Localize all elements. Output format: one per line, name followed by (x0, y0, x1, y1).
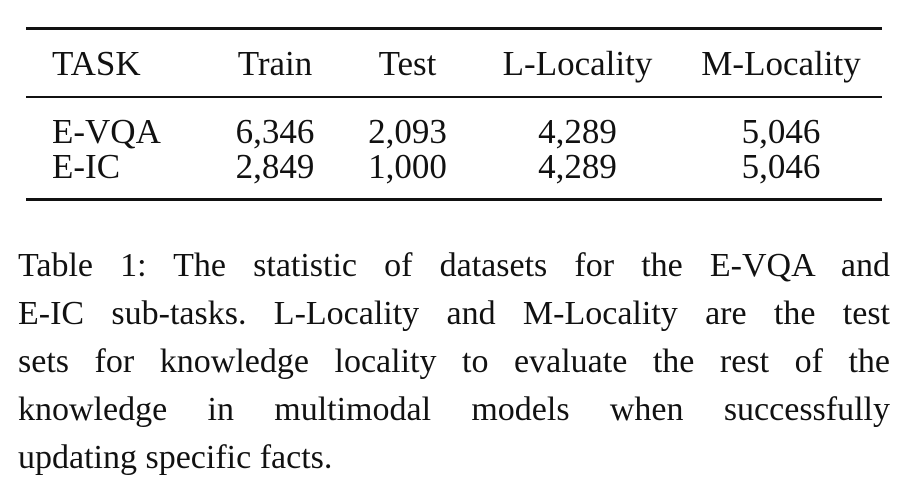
caption-line: Table 1: The statistic of datasets for t… (18, 247, 890, 284)
caption-line: updating specific facts. (18, 439, 333, 476)
table-header-row: TASK Train Test L-Locality M-Locality (26, 30, 882, 96)
table-top-rule (26, 27, 882, 30)
table-bottom-rule (26, 198, 882, 201)
dataset-statistics-table: TASK Train Test L-Locality M-Locality E-… (26, 27, 882, 201)
cell-task: E-IC (52, 147, 121, 186)
stats-table-body: E-VQA 6,346 2,093 4,289 5,046 E-IC 2,849… (26, 98, 882, 198)
caption-line: E-IC sub-tasks. L-Locality and M-Localit… (18, 295, 890, 332)
cell-test: 1,000 (368, 147, 447, 186)
table-row: E-VQA 6,346 2,093 4,289 5,046 (26, 98, 882, 149)
header-test: Test (378, 43, 437, 83)
cell-train: 2,849 (235, 147, 315, 186)
caption-line: sets for knowledge locality to evaluate … (18, 343, 890, 380)
cell-l-locality: 4,289 (538, 112, 617, 151)
cell-m-locality: 5,046 (741, 147, 821, 186)
header-l-locality: L-Locality (502, 43, 653, 83)
caption-line: knowledge in multimodal models when succ… (18, 391, 890, 428)
cell-test: 2,093 (368, 112, 447, 151)
cell-l-locality: 4,289 (538, 147, 617, 186)
header-task: TASK (52, 43, 141, 83)
table-caption: Table 1: The statistic of datasets for t… (18, 242, 890, 482)
table-mid-rule (26, 96, 882, 98)
header-train: Train (237, 43, 313, 83)
cell-task: E-VQA (52, 112, 161, 151)
table-row: E-IC 2,849 1,000 4,289 5,046 (26, 149, 882, 198)
cell-m-locality: 5,046 (741, 112, 821, 151)
cell-train: 6,346 (235, 112, 315, 151)
stats-table: TASK Train Test L-Locality M-Locality (26, 30, 882, 96)
header-m-locality: M-Locality (701, 43, 861, 83)
